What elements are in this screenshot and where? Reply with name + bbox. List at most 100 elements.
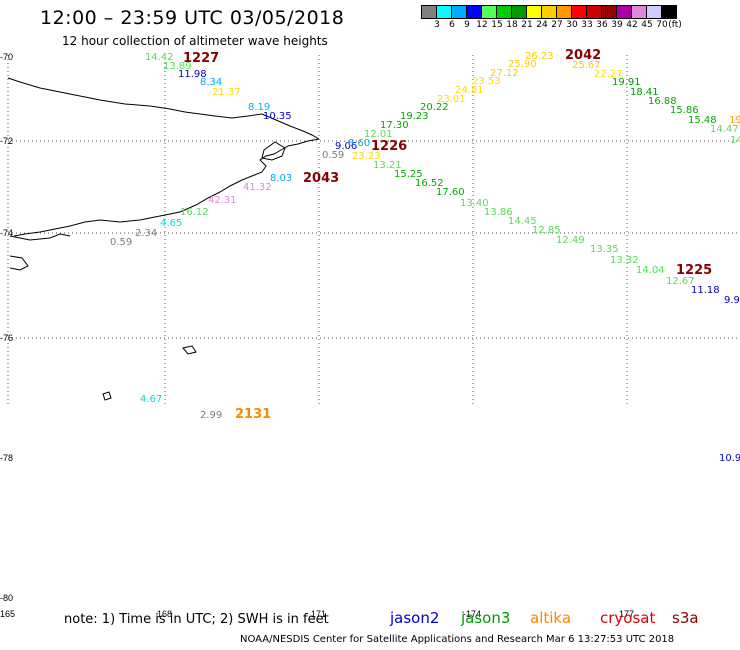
legend-value-label: 27 [551, 20, 563, 30]
satellite-s3a: s3a [672, 609, 699, 627]
legend-swatch [661, 5, 677, 19]
wave-height-label: 4.65 [160, 218, 182, 229]
wave-height-label: 12.49 [556, 235, 585, 246]
legend-swatch [556, 5, 572, 19]
wave-height-label: 24.81 [455, 85, 484, 96]
satellite-jason3: jason3 [461, 609, 511, 627]
lon-label: 165 [0, 609, 15, 619]
lat-label: -72 [0, 136, 13, 146]
wave-height-label: 27.12 [490, 68, 519, 79]
wave-height-label: 15.48 [688, 115, 717, 126]
wave-height-label: 25.90 [508, 59, 537, 70]
wave-height-label: 4.67 [140, 394, 162, 405]
satellite-altika: altika [530, 609, 572, 627]
pass-time-label: 2131 [235, 407, 271, 422]
legend-color-bar [421, 5, 677, 19]
legend-value-label: 18 [506, 20, 518, 30]
pass-time-label: 1226 [371, 139, 407, 154]
lon-label: 171 [311, 609, 326, 619]
lon-label: 168 [157, 609, 172, 619]
color-legend: 3 6 9 12 15 18 21 24 27 30 33 36 39 42 45 70 (ft) [421, 5, 682, 31]
wave-height-label: 11.18 [691, 285, 720, 296]
wave-height-label: 42.31 [208, 195, 237, 206]
wave-height-label: 16.88 [648, 96, 677, 107]
lon-label: -174 [463, 609, 481, 619]
wave-height-label: 18.41 [630, 87, 659, 98]
wave-height-label: 23.01 [437, 94, 466, 105]
wave-height-label: 13.89 [163, 61, 192, 72]
legend-swatch [481, 5, 497, 19]
legend-value-label: 12 [476, 20, 488, 30]
wave-height-label: 22.27 [594, 69, 623, 80]
legend-swatch [586, 5, 602, 19]
legend-value-label: 9 [464, 20, 470, 30]
wave-height-label: 8.03 [270, 173, 292, 184]
page-title: 12:00 – 23:59 UTC 03/05/2018 [40, 7, 345, 29]
lat-label: -70 [0, 52, 13, 62]
wave-height-label: 2.34 [135, 228, 157, 239]
coastline [7, 77, 320, 401]
legend-value-label: 21 [521, 20, 533, 30]
legend-value-label: 33 [581, 20, 593, 30]
legend-swatch [616, 5, 632, 19]
lat-label: -76 [0, 333, 13, 343]
legend-swatch [571, 5, 587, 19]
wave-height-label: 13.40 [460, 198, 489, 209]
footnote: note: 1) Time is in UTC; 2) SWH is in fe… [64, 612, 329, 627]
legend-value-label: 36 [596, 20, 608, 30]
wave-height-label: 23.53 [472, 76, 501, 87]
legend-swatch [466, 5, 482, 19]
wave-height-label: 25.67 [572, 60, 601, 71]
wave-height-label: 13.21 [373, 160, 402, 171]
wave-height-label: 16.12 [180, 207, 209, 218]
legend-swatch [436, 5, 452, 19]
wave-height-label: 14.04 [636, 265, 665, 276]
legend-swatch [541, 5, 557, 19]
legend-value-label: 6 [449, 20, 455, 30]
wave-height-label: 8.34 [200, 77, 222, 88]
legend-value-label: 45 [641, 20, 653, 30]
pass-time-label: 1227 [183, 51, 219, 66]
wave-height-label: 9.06 [335, 141, 357, 152]
wave-height-label: 12.67 [666, 276, 695, 287]
wave-height-label: 15.86 [670, 105, 699, 116]
lat-label: -80 [0, 593, 13, 603]
legend-value-label: 24 [536, 20, 548, 30]
legend-swatch [646, 5, 662, 19]
pass-time-label: 2042 [565, 48, 601, 63]
wave-height-label: 12.01 [364, 129, 393, 140]
wave-height-label: 17.60 [436, 187, 465, 198]
wave-height-label: 13.32 [610, 255, 639, 266]
wave-height-label: 2.99 [200, 410, 222, 421]
pass-time-label: 1225 [676, 263, 712, 278]
wave-height-label: 17.30 [380, 120, 409, 131]
lat-label: -74 [0, 228, 13, 238]
pass-time-label: 2043 [303, 171, 339, 186]
wave-height-label: 14.47 [710, 124, 739, 135]
wave-height-label: 23.23 [352, 151, 381, 162]
wave-height-label: 10.9 [719, 453, 740, 464]
lat-label: -78 [0, 453, 13, 463]
wave-height-label: 8.19 [248, 102, 270, 113]
legend-swatch [421, 5, 437, 19]
wave-height-label: 12.85 [532, 225, 561, 236]
legend-swatch [511, 5, 527, 19]
satellite-jason2: jason2 [390, 609, 440, 627]
legend-swatch [451, 5, 467, 19]
legend-labels: 3 6 9 12 15 18 21 24 27 30 33 36 39 42 45 70 (ft) [422, 19, 682, 31]
legend-value-label: 39 [611, 20, 623, 30]
wave-height-label: 21.37 [212, 87, 241, 98]
wave-height-label: 10.35 [263, 111, 292, 122]
wave-height-label: 19.91 [612, 77, 641, 88]
legend-value-label: 42 [626, 20, 638, 30]
legend-value-label: 70 [656, 20, 668, 30]
legend-swatch [601, 5, 617, 19]
wave-height-label: 13.86 [484, 207, 513, 218]
wave-height-label: 11.98 [178, 69, 207, 80]
wave-height-label: 13.35 [590, 244, 619, 255]
wave-height-label: 14 [730, 135, 740, 146]
wave-height-label: 9.9 [724, 295, 740, 306]
legend-value-label: 30 [566, 20, 578, 30]
legend-unit-label: (ft) [668, 20, 682, 30]
